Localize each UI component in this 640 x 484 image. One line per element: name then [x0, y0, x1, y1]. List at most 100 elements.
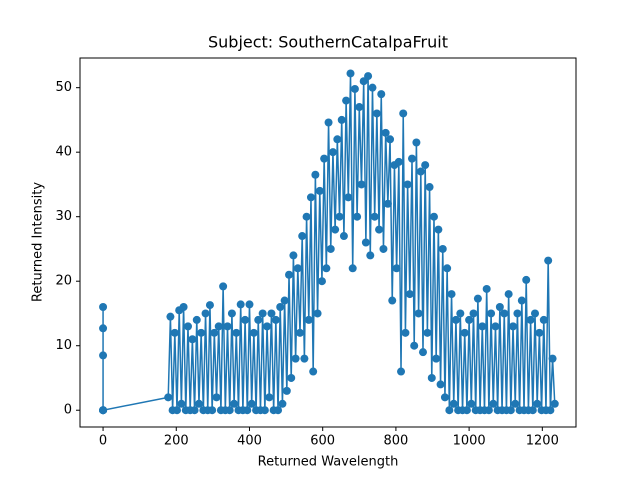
data-point	[447, 290, 456, 299]
data-point	[460, 328, 469, 337]
data-point	[370, 212, 379, 221]
data-point	[179, 303, 188, 312]
x-tick-label: 200	[164, 434, 189, 449]
x-tick-label: 1200	[526, 434, 559, 449]
data-point	[243, 406, 252, 415]
data-point	[306, 193, 315, 202]
data-point	[506, 406, 515, 415]
data-point	[208, 406, 217, 415]
data-point	[394, 157, 403, 166]
data-point	[348, 264, 357, 273]
data-point	[335, 212, 344, 221]
data-point	[544, 256, 553, 265]
data-point	[355, 103, 364, 112]
data-point	[364, 72, 373, 81]
data-point	[337, 115, 346, 124]
data-point	[295, 328, 304, 337]
data-point	[375, 225, 384, 234]
data-point	[173, 406, 182, 415]
y-tick-label: 20	[55, 274, 72, 289]
data-point	[539, 315, 548, 324]
data-point	[429, 212, 438, 221]
data-point	[254, 315, 263, 324]
data-point	[263, 322, 272, 331]
data-point	[192, 315, 201, 324]
data-point	[344, 193, 353, 202]
data-point	[489, 399, 498, 408]
data-point	[170, 328, 179, 337]
data-point	[315, 186, 324, 195]
data-point	[436, 380, 445, 389]
data-point	[467, 399, 476, 408]
data-point	[427, 373, 436, 382]
data-point	[383, 199, 392, 208]
data-point	[533, 399, 542, 408]
y-tick-label: 0	[64, 403, 72, 418]
data-point	[412, 138, 421, 147]
data-point	[285, 270, 294, 279]
y-tick-label: 30	[55, 209, 72, 224]
data-point	[326, 244, 335, 253]
y-tick-label: 10	[55, 338, 72, 353]
data-point	[357, 180, 366, 189]
data-point	[421, 161, 430, 170]
data-point	[414, 309, 423, 318]
data-point	[212, 393, 221, 402]
data-point	[230, 399, 239, 408]
data-point	[491, 322, 500, 331]
data-point	[236, 300, 245, 309]
data-point	[280, 296, 289, 305]
data-point	[201, 309, 210, 318]
data-point	[223, 322, 232, 331]
data-point	[247, 399, 256, 408]
data-point	[311, 170, 320, 179]
data-point	[267, 309, 276, 318]
data-point	[469, 309, 478, 318]
x-tick-label: 0	[99, 434, 107, 449]
data-point	[386, 135, 395, 144]
data-point	[423, 328, 432, 337]
data-point	[445, 406, 454, 415]
data-point	[366, 251, 375, 260]
data-point	[504, 290, 513, 299]
data-point	[484, 406, 493, 415]
data-point	[225, 406, 234, 415]
plot-area	[99, 69, 559, 415]
y-tick-label: 40	[55, 145, 72, 160]
data-point	[416, 167, 425, 176]
data-point	[456, 309, 465, 318]
data-point	[473, 294, 482, 303]
data-point	[298, 232, 307, 241]
x-tick-label: 400	[237, 434, 262, 449]
data-point	[282, 386, 291, 395]
data-point	[219, 282, 228, 291]
data-point	[432, 354, 441, 363]
data-point	[322, 264, 331, 273]
data-point	[410, 341, 419, 350]
data-point	[368, 83, 377, 92]
data-point	[449, 399, 458, 408]
data-point	[478, 322, 487, 331]
data-point	[302, 212, 311, 221]
data-point	[377, 90, 386, 99]
data-point	[194, 399, 203, 408]
data-point	[260, 406, 269, 415]
data-point	[388, 296, 397, 305]
data-point	[291, 354, 300, 363]
data-point	[425, 183, 434, 192]
data-point	[197, 328, 206, 337]
data-point	[249, 328, 258, 337]
data-point	[440, 393, 449, 402]
data-point	[339, 232, 348, 241]
data-point	[276, 303, 285, 312]
data-point	[535, 328, 544, 337]
data-point	[300, 354, 309, 363]
chart-title: Subject: SouthernCatalpaFruit	[208, 33, 448, 52]
data-point	[258, 309, 267, 318]
data-point	[526, 315, 535, 324]
data-point	[434, 225, 443, 234]
data-point	[401, 328, 410, 337]
data-point	[550, 399, 559, 408]
data-point	[546, 406, 555, 415]
